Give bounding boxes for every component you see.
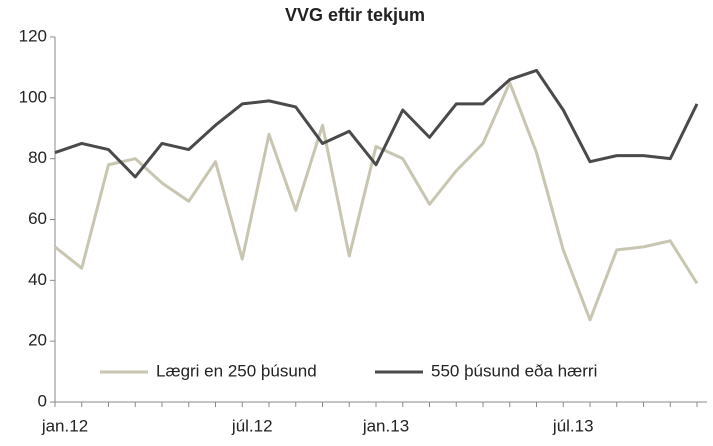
x-tick-label: jan.12 (41, 416, 88, 435)
y-tick-label: 120 (19, 26, 47, 45)
series-line (54, 81, 699, 322)
x-tick-label: júl.13 (552, 416, 594, 435)
y-tick-label: 80 (28, 148, 47, 167)
chart-title: VVG eftir tekjum (285, 5, 425, 25)
legend-label: Lægri en 250 þúsund (156, 361, 317, 380)
x-tick-label: jan.13 (362, 416, 409, 435)
legend-label: 550 þúsund eða hærri (431, 361, 597, 380)
y-tick-label: 0 (38, 391, 47, 410)
y-tick-label: 60 (28, 209, 47, 228)
series-line (54, 68, 699, 179)
y-tick-label: 20 (28, 331, 47, 350)
y-tick-label: 100 (19, 87, 47, 106)
y-tick-label: 40 (28, 270, 47, 289)
x-tick-label: júl.12 (231, 416, 273, 435)
